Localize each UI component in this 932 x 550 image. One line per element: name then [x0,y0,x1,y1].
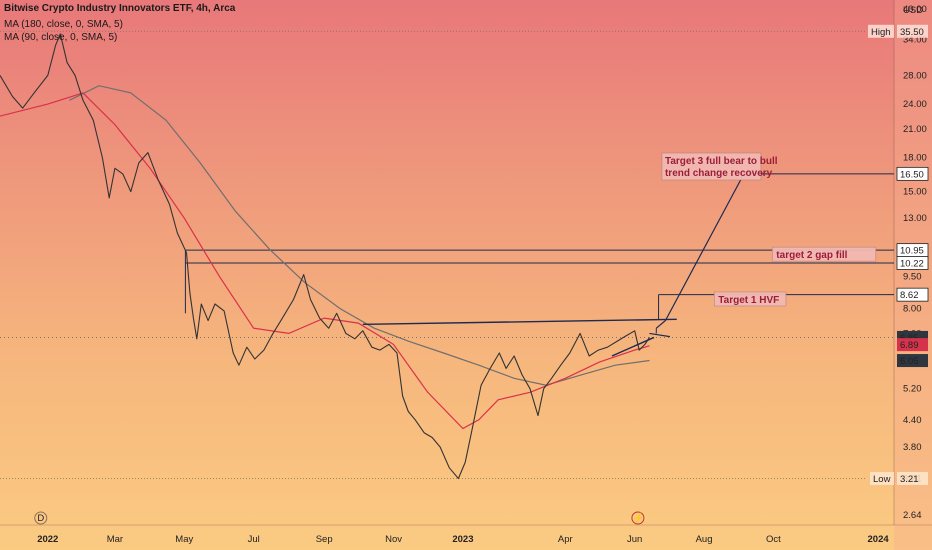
price-tag-label: 8.62 [900,290,919,301]
target-3-label-line1: Target 3 full bear to bull [665,156,778,167]
x-tick-label: Jul [248,534,260,545]
price-line [0,33,650,480]
ma-180-line [0,92,650,430]
dividend-marker-label: D [37,513,44,524]
y-tick-label: 4.40 [903,415,922,426]
low-label: Low [873,474,891,485]
low-label-box [870,471,894,485]
high-label-box [868,24,894,38]
high-value: 35.50 [900,27,924,38]
target-label-3: Target 1 HVF [718,295,779,306]
x-tick-label: Apr [558,534,573,545]
y-tick-label: 8.00 [903,304,922,315]
currency-label: USD [903,5,923,16]
ma-90-line [69,85,650,386]
y-tick-label: 18.00 [903,153,927,164]
target-label-box-3 [713,291,787,307]
target-label-box-1 [771,246,877,262]
high-value-box [897,24,928,38]
event-marker [631,511,645,525]
price-tag-box [897,338,928,352]
event-marker-label: ⚡ [632,512,644,524]
low-value: 3.21 [900,474,919,485]
y-tick-label: 15.00 [903,187,927,198]
price-tag-label: 16.50 [900,169,924,180]
x-tick-label: Jun [627,534,642,545]
ma-180-legend: MA (180, close, 0, SMA, 5) [4,19,123,30]
price-tag-label: 10.22 [900,258,924,269]
price-axis-panel [894,0,932,550]
low-value-box [897,471,928,485]
y-tick-label: 9.50 [903,272,922,283]
y-tick-label: 2.64 [903,510,922,521]
target-label-1: target 2 gap fill [776,250,847,261]
x-tick-label: Nov [385,534,402,545]
y-tick-label: 34.00 [903,34,927,45]
dividend-marker [34,511,48,525]
x-tick-label: 2023 [452,534,473,545]
y-tick-label: 3.80 [903,442,922,453]
price-tag-box [897,354,928,368]
target-label-box-4 [661,152,762,181]
price-tag-box [896,256,929,270]
x-tick-label: Mar [107,534,123,545]
y-tick-label: 28.00 [903,70,927,81]
price-tag-box [896,166,929,181]
support-line [611,336,655,357]
y-tick-label: 40.00 [903,4,927,15]
ma-90-legend: MA (90, close, 0, SMA, 5) [4,32,118,43]
x-tick-label: 2022 [37,534,58,545]
y-tick-label: 21.00 [903,124,927,135]
high-label: High [871,27,891,38]
y-tick-label: 5.20 [903,384,922,395]
price-tag-label: 6.05 [900,356,919,367]
price-tag-label: 6.89 [900,340,919,351]
target-3-label-line2: trend change recovery [665,168,773,179]
resistance-line [362,318,677,326]
price-tag-label: 10.95 [900,246,924,257]
x-tick-label: Oct [766,534,781,545]
y-tick-label: 13.00 [903,213,927,224]
projection-path [655,173,745,329]
x-tick-label: 2024 [868,534,890,545]
x-tick-label: May [175,534,193,545]
y-tick-label: 24.00 [903,99,927,110]
x-tick-label: Sep [316,534,333,545]
price-tag-box [896,287,929,302]
pattern-bracket-line [649,332,671,338]
chart-title: Bitwise Crypto Industry Innovators ETF, … [4,3,236,14]
x-tick-label: Aug [696,534,713,545]
